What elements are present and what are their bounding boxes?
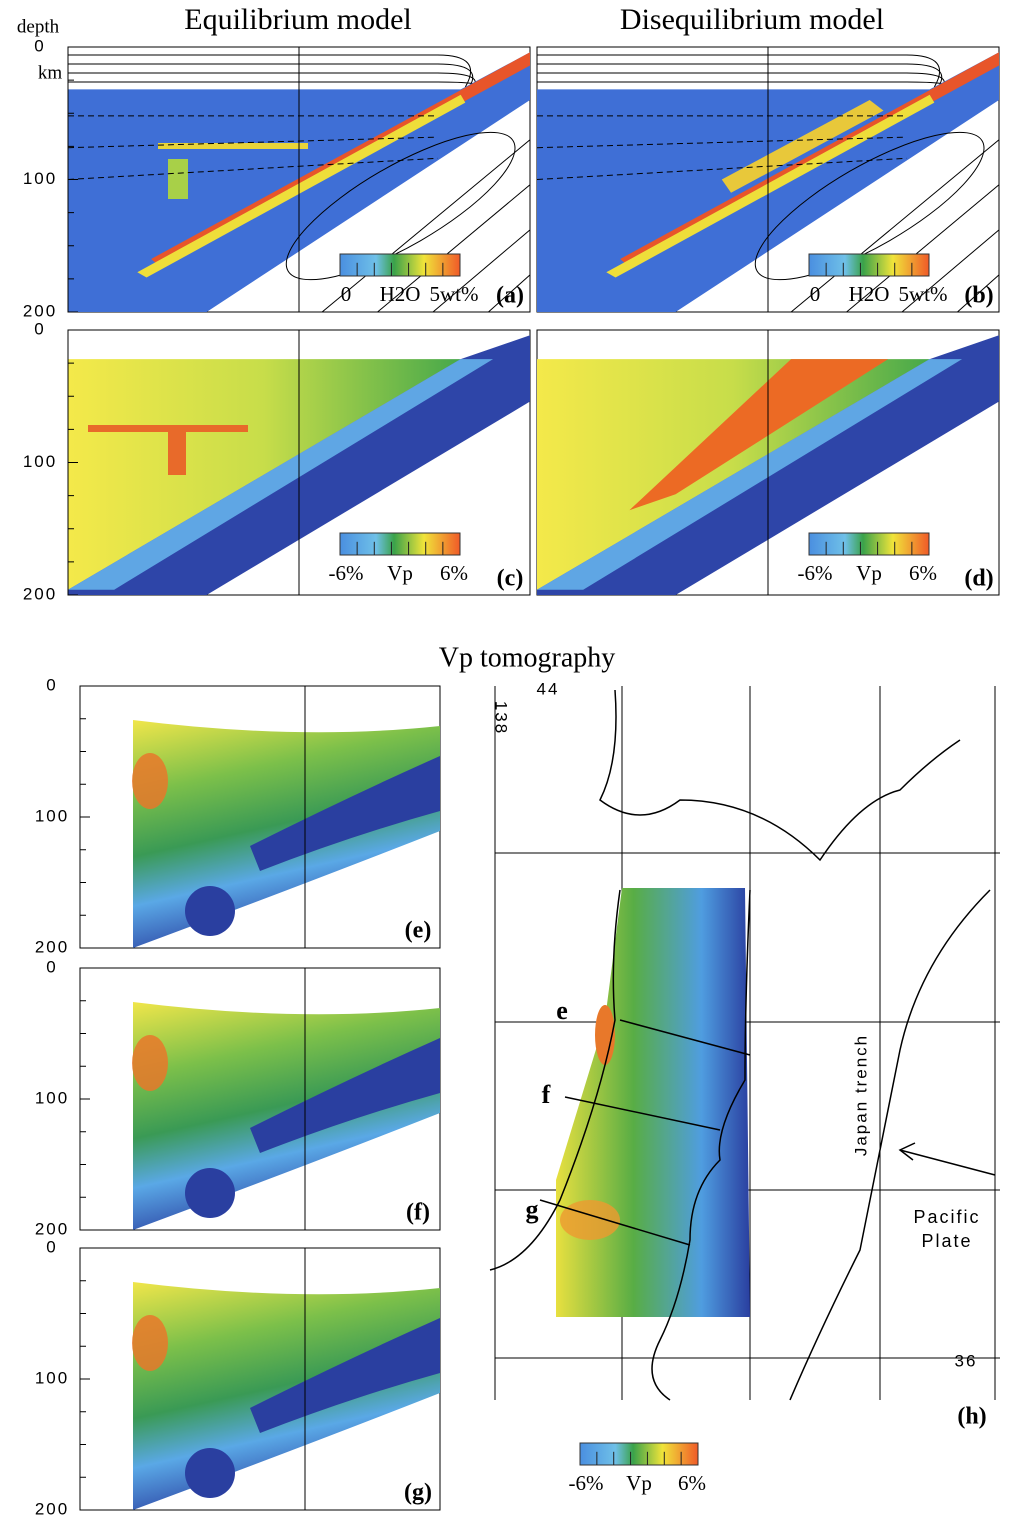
depth-tick-label: 100: [35, 1368, 69, 1387]
km-label: km: [38, 62, 63, 83]
depth-tick-label: 100: [23, 452, 57, 471]
depth-tick-label: 0: [46, 675, 57, 694]
colorbar-label: Vp: [387, 561, 413, 585]
lat-label: 44: [537, 679, 560, 698]
colorbar-label: 6%: [440, 561, 468, 585]
anomaly: [185, 1448, 235, 1498]
panel-title: Equilibrium model: [184, 3, 411, 36]
anomaly: [132, 753, 168, 809]
lat-label: 36: [955, 1351, 978, 1370]
depth-tick-label: 100: [35, 806, 69, 825]
colorbar-label: 5wt%: [899, 282, 948, 306]
contour: [537, 82, 947, 87]
anomaly: [560, 1200, 620, 1240]
plate-label: Pacific: [913, 1207, 980, 1227]
colorbar-label: Vp: [626, 1471, 652, 1495]
contour: [68, 73, 475, 87]
anomaly: [185, 1168, 235, 1218]
anomaly: [132, 1035, 168, 1091]
depth-tick-label: 100: [23, 169, 57, 188]
depth-tick-label: 200: [23, 301, 57, 320]
colorbar: [809, 254, 929, 276]
colorbar-label: -6%: [798, 561, 833, 585]
depth-tick-label: 200: [35, 1219, 69, 1238]
colorbar: [809, 533, 929, 555]
panel-letter: (g): [404, 1480, 432, 1506]
colorbar-label: 0: [341, 282, 352, 306]
colorbar-label: H2O: [849, 282, 890, 306]
panel-letter: (e): [405, 918, 432, 944]
profile-label: e: [556, 996, 568, 1025]
trench-label: Japan trench: [851, 1034, 870, 1156]
contour: [537, 73, 944, 87]
section-title: Vp tomography: [439, 642, 616, 673]
depth-label: depth: [17, 16, 60, 37]
contour: [68, 64, 473, 87]
colorbar: [340, 533, 460, 555]
panel-letter: (a): [496, 283, 524, 309]
anomaly: [132, 1315, 168, 1371]
lon-label: 138: [492, 701, 511, 735]
colorbar-label: -6%: [569, 1471, 604, 1495]
profile-label: f: [542, 1080, 551, 1109]
depth-tick-label: 0: [34, 319, 45, 338]
tomography-strip: [556, 888, 750, 1317]
depth-tick-label: 100: [35, 1088, 69, 1107]
plate-arrow: [900, 1150, 995, 1175]
contour: [68, 82, 478, 87]
depth-tick-label: 200: [35, 937, 69, 956]
hydrous-zone: [168, 430, 186, 475]
colorbar-label: -6%: [329, 561, 364, 585]
depth-tick-label: 200: [23, 584, 57, 603]
hydrous-zone: [158, 143, 308, 149]
anomaly: [185, 886, 235, 936]
profile-label: g: [526, 1195, 539, 1224]
hydrous-zone: [168, 159, 188, 199]
plate-label: Plate: [921, 1231, 972, 1251]
colorbar: [580, 1443, 698, 1465]
colorbar-label: 5wt%: [430, 282, 479, 306]
depth-tick-label: 0: [46, 1237, 57, 1256]
colorbar-label: 0: [810, 282, 821, 306]
panel-letter: (c): [497, 566, 524, 592]
depth-tick-label: 0: [34, 36, 45, 55]
colorbar-label: 6%: [909, 561, 937, 585]
contour: [537, 64, 942, 87]
panel-letter: (b): [964, 283, 993, 309]
depth-tick-label: 200: [35, 1499, 69, 1516]
panel-letter: (d): [964, 566, 993, 592]
panel-title: Disequilibrium model: [620, 3, 884, 36]
colorbar-label: Vp: [856, 561, 882, 585]
colorbar: [340, 254, 460, 276]
panel-letter: (h): [957, 1404, 986, 1430]
colorbar-label: 6%: [678, 1471, 706, 1495]
depth-tick-label: 0: [46, 957, 57, 976]
figure: depth km Equilibrium model Disequilibrium m…: [0, 0, 1011, 1516]
trench: [790, 890, 990, 1400]
colorbar-label: H2O: [380, 282, 421, 306]
panel-letter: (f): [406, 1200, 430, 1226]
